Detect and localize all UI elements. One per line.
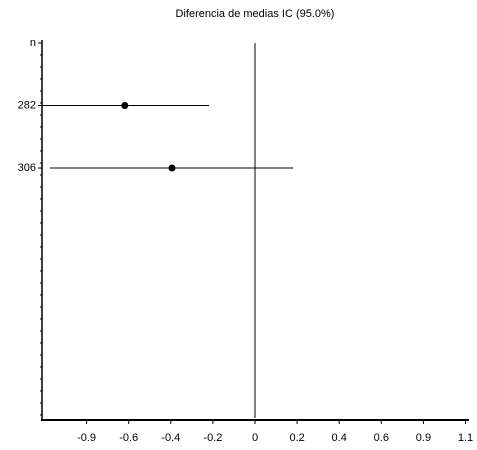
y-tick-label: 306 xyxy=(18,162,36,174)
y-header-label: n xyxy=(30,37,36,49)
chart-title: Diferencia de medias IC (95.0%) xyxy=(176,8,335,20)
x-tick-label: 0.9 xyxy=(416,432,431,444)
plot-area xyxy=(42,43,294,418)
x-tick-label: -0.2 xyxy=(203,432,222,444)
y-tick-label: 282 xyxy=(18,99,36,111)
x-tick-label: 0 xyxy=(252,432,258,444)
x-tick-label: -0.6 xyxy=(119,432,138,444)
x-tick-label: 0.4 xyxy=(332,432,347,444)
x-tick-label: 0.6 xyxy=(374,432,389,444)
x-tick-label: -0.9 xyxy=(77,432,96,444)
mean-marker xyxy=(168,164,176,172)
x-tick-label: 1.1 xyxy=(458,432,473,444)
x-tick-label: -0.4 xyxy=(161,432,180,444)
x-tick-label: 0.2 xyxy=(289,432,304,444)
mean-marker xyxy=(121,102,129,109)
